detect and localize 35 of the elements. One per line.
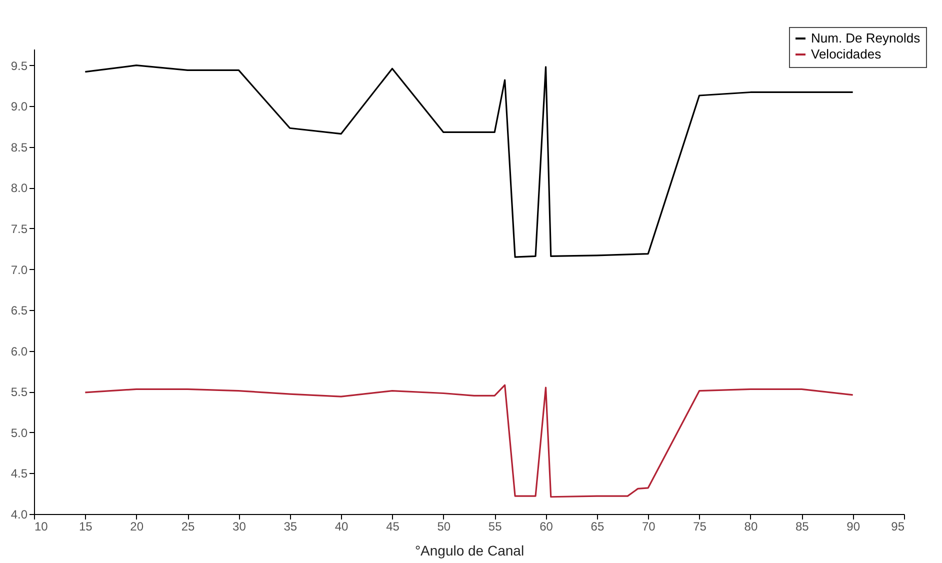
- y-tick-label: 9.5: [10, 58, 28, 73]
- x-tick-label: 25: [181, 520, 196, 534]
- x-tick-label: 80: [744, 520, 758, 534]
- y-tick-label: 6.5: [10, 304, 28, 318]
- y-tick-label: 8.0: [10, 181, 28, 196]
- x-tick-label: 10: [34, 520, 48, 534]
- y-tick-label: 5.0: [10, 426, 28, 440]
- y-tick-label: 4.0: [10, 508, 28, 522]
- y-tick-label: 8.5: [10, 140, 28, 154]
- legend-label: Num. De Reynolds: [811, 30, 921, 46]
- x-tick-label: 45: [386, 520, 400, 534]
- x-tick-label: 70: [642, 520, 656, 534]
- x-tick-label: 30: [232, 520, 246, 534]
- line-series: [84, 384, 854, 498]
- x-tick-label: 95: [891, 520, 905, 534]
- y-tick-label: 5.5: [10, 385, 28, 400]
- y-tick-label: 7.0: [10, 262, 28, 277]
- x-axis-title: °Angulo de Canal: [414, 542, 524, 558]
- x-tick-label: 75: [693, 520, 707, 534]
- x-tick-label: 40: [334, 520, 349, 534]
- x-tick-label: 20: [130, 520, 144, 534]
- x-tick-label: 65: [590, 520, 604, 534]
- legend-label: Velocidades: [811, 46, 882, 62]
- y-tick-label: 9.0: [10, 100, 28, 114]
- x-tick-label: 55: [488, 520, 502, 534]
- x-tick-label: 35: [284, 520, 298, 534]
- line-series: [84, 64, 854, 258]
- x-tick-label: 50: [437, 520, 451, 534]
- y-tick-label: 4.5: [10, 466, 28, 481]
- x-tick-label: 60: [540, 520, 554, 534]
- x-tick-label: 85: [795, 520, 810, 534]
- x-tick-label: 90: [846, 520, 860, 534]
- x-tick-label: 15: [78, 520, 93, 534]
- y-tick-label: 7.5: [10, 222, 28, 236]
- y-tick-label: 6.0: [10, 344, 28, 358]
